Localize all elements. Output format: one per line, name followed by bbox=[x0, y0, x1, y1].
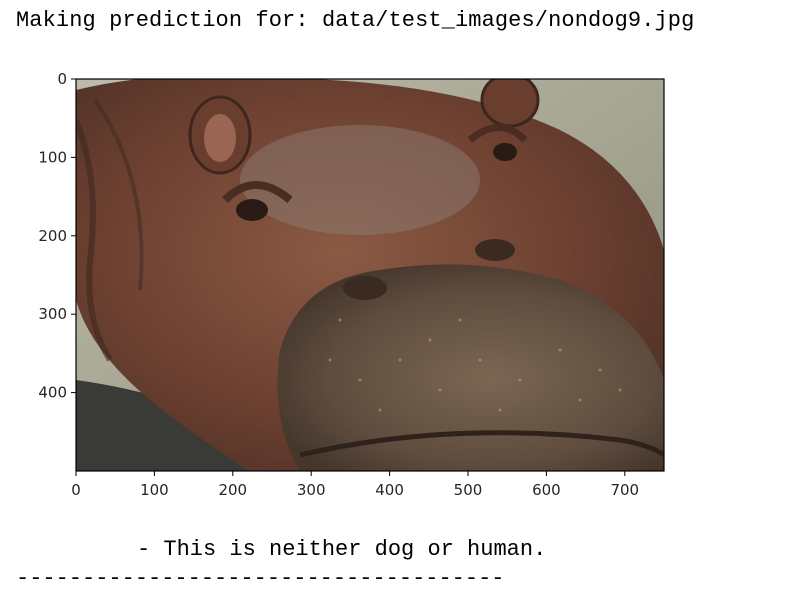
y-tick-label: 200 bbox=[38, 227, 67, 245]
right-nostril bbox=[475, 239, 515, 261]
hippo-photo bbox=[76, 79, 664, 471]
right-eye bbox=[493, 143, 517, 161]
water-area bbox=[76, 380, 260, 471]
y-tick-label: 100 bbox=[38, 148, 67, 166]
x-tick-label: 600 bbox=[532, 481, 561, 499]
plot-svg: 0 100 200 300 400 500 600 700 0 100 200 300 400 bbox=[38, 70, 665, 499]
y-tick-label: 400 bbox=[38, 384, 67, 402]
hippo-snout bbox=[277, 264, 664, 471]
y-tick-label: 0 bbox=[57, 70, 67, 88]
separator-line: ------------------------------------- bbox=[16, 566, 505, 591]
image-plot: 0 100 200 300 400 500 600 700 0 100 200 300 400 bbox=[0, 60, 700, 510]
prediction-result-text: - This is neither dog or human. bbox=[137, 537, 547, 562]
axes-frame bbox=[75, 78, 665, 472]
x-tick-label: 500 bbox=[454, 481, 483, 499]
x-tick-label: 200 bbox=[218, 481, 247, 499]
x-tick-label: 400 bbox=[375, 481, 404, 499]
output-header-text: Making prediction for: data/test_images/… bbox=[16, 8, 695, 33]
x-axis: 0 100 200 300 400 500 600 700 bbox=[71, 471, 639, 499]
x-tick-label: 0 bbox=[71, 481, 81, 499]
x-tick-label: 300 bbox=[297, 481, 326, 499]
mouth-line bbox=[299, 430, 664, 458]
right-ear bbox=[480, 79, 540, 128]
y-tick-label: 300 bbox=[38, 305, 67, 323]
left-nostril bbox=[343, 276, 387, 300]
y-axis: 0 100 200 300 400 bbox=[38, 70, 76, 402]
left-eye bbox=[236, 199, 268, 221]
x-tick-label: 100 bbox=[140, 481, 169, 499]
x-tick-label: 700 bbox=[610, 481, 639, 499]
